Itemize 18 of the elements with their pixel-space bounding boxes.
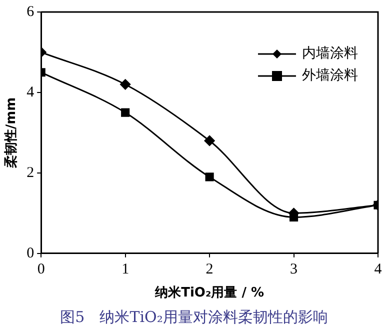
y-tick-label: 0 (26, 245, 34, 262)
y-tick-label: 4 (26, 84, 35, 100)
legend-label: 外墙涂料 (302, 68, 358, 84)
point (204, 135, 215, 146)
caption: 图5 纳米TiO₂用量对涂料柔韧性的影响 (59, 308, 329, 327)
x-tick-label: 0 (37, 261, 45, 278)
y-axis-title: 柔韧性/mm (4, 97, 20, 170)
x-tick-label: 4 (374, 261, 382, 278)
y-tick-label: 6 (26, 4, 35, 20)
x-tick-label: 2 (206, 261, 214, 278)
y-tick-label: 2 (26, 164, 34, 181)
legend-label: 内墙涂料 (302, 46, 358, 62)
point (121, 108, 130, 117)
point (120, 79, 131, 90)
point (205, 172, 214, 182)
x-tick-label: 3 (290, 261, 298, 278)
x-axis-title: 纳米TiO₂用量 / % (154, 286, 264, 301)
x-tick-label: 1 (122, 261, 130, 278)
